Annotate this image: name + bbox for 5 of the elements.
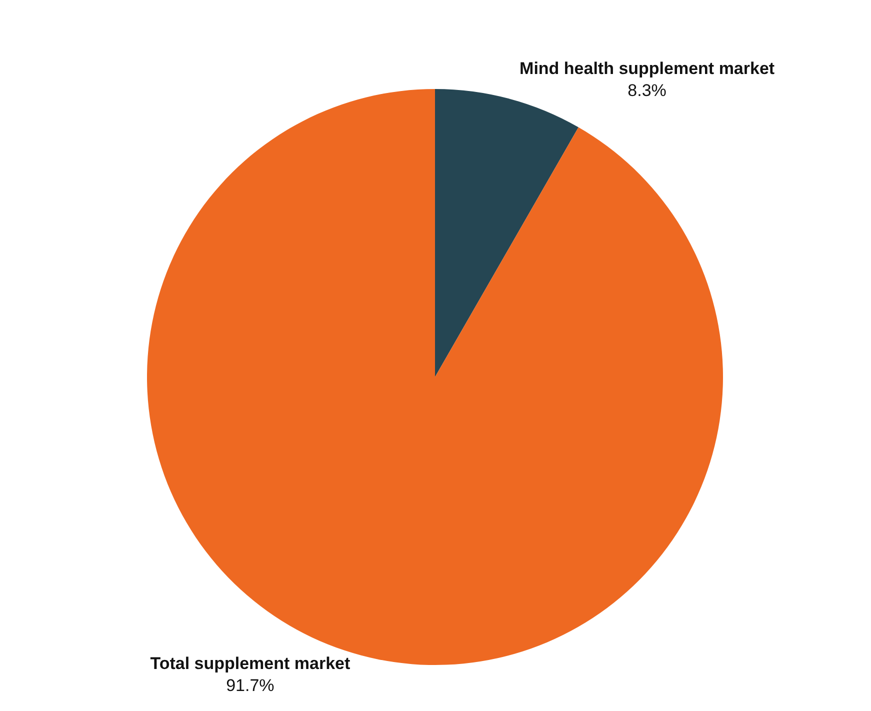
data-label: 91.7% xyxy=(226,676,274,695)
data-label: 8.3% xyxy=(628,81,666,100)
slice-label: Mind health supplement market xyxy=(520,59,775,78)
slice-label: Total supplement market xyxy=(150,654,350,673)
pie-slice xyxy=(435,89,578,377)
